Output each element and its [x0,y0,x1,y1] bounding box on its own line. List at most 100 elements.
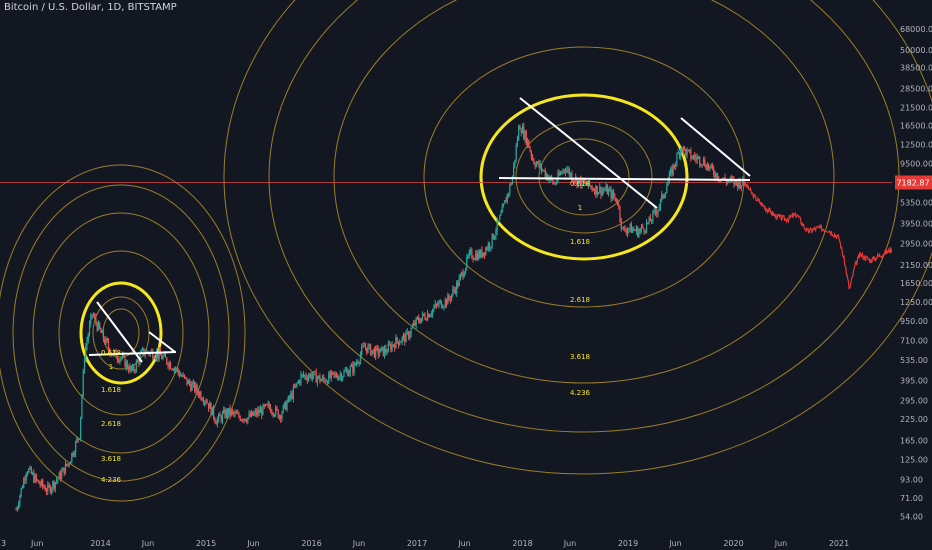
price-candle-body [358,362,360,364]
price-candle-body [738,179,740,188]
price-candle-body [243,418,245,421]
price-candle-body [188,380,191,384]
price-candle-body [223,409,225,414]
price-candle-body [167,363,169,367]
price-candle-body [96,322,98,331]
price-candle-body [567,168,569,171]
price-candle-body [692,155,695,159]
y-tick-label: 38500.00 [900,64,932,73]
y-tick-label: 125.00 [900,455,928,464]
price-candle-body [248,413,250,418]
price-candle-body [624,228,626,232]
x-tick-label: Jun [563,539,577,548]
price-candle-body [361,347,363,355]
price-candle-body [86,340,88,347]
price-candle-body [702,159,705,165]
price-candle-body [112,350,115,355]
price-candle-body [694,155,696,158]
fib-circle-2018 [268,0,900,433]
price-candle-body [204,401,206,403]
price-candle-body [20,487,22,496]
price-candle-body [28,468,30,473]
price-candle-body [277,409,279,418]
price-candle-body [372,349,374,351]
price-candle-body [320,379,322,382]
price-candle-body [199,392,201,396]
price-candle-body [504,200,506,204]
price-candle-body [620,219,622,229]
price-candle-body [425,319,427,321]
price-candle-body [391,344,393,351]
price-candle-body [362,345,364,348]
price-candle-body [43,486,45,488]
price-candle-body [231,410,234,413]
price-candle-body [373,349,375,358]
price-candle-body [72,453,74,456]
price-candle-body [254,410,256,414]
price-candle-body [281,412,283,420]
price-candle-body [273,414,275,416]
fib-circle-2014 [79,281,163,385]
price-candle-body [225,409,227,418]
price-candle-body [247,417,249,423]
price-candle-body [435,303,438,305]
price-candle-body [419,321,421,323]
price-candle-body [292,386,294,399]
price-candle-body [158,350,160,359]
trendlines [88,97,751,363]
price-candle-body [633,229,635,231]
price-candle-body [175,368,177,370]
y-tick-label: 3950.00 [900,219,932,228]
trendline [96,301,143,363]
price-candle-body [607,189,610,195]
x-tick-label: 2017 [407,539,427,548]
price-candle-body [80,416,82,440]
price-candle-body [77,438,79,440]
price-candle-body [202,400,205,403]
price-candle-body [353,363,355,373]
price-candle-body [252,411,254,416]
trendline [498,177,751,181]
price-candle-body [245,420,248,423]
price-candle-body [553,183,555,185]
price-candle-body [583,181,586,183]
y-tick-label: 1250.00 [900,298,932,307]
price-candle-body [163,353,165,357]
price-candle-body [123,355,125,357]
price-candle-body [33,472,35,483]
price-candle-body [469,250,472,252]
fib-circle-2018 [223,0,932,475]
price-candle-body [501,206,503,213]
price-candle-body [381,346,383,348]
price-candle-body [726,180,729,183]
fib-level-label: 4.236 [570,389,591,397]
price-candle-body [90,315,92,324]
price-candle-body [24,479,26,481]
price-candle-body [253,413,255,416]
price-candle-body [190,383,192,391]
y-axis[interactable]: 68000.00 50000.00 38500.00 28500.00 21500.00… [895,25,932,522]
price-candle-body [235,412,237,414]
price-candle-body [371,350,373,355]
price-candle-body [426,313,429,321]
price-candle-body [187,380,189,385]
price-candle-body [477,251,479,261]
price-candle-body [613,191,615,197]
x-tick-label: 2019 [618,539,638,548]
price-candle-body [629,223,631,229]
price-candle-body [544,170,546,178]
price-candle-body [399,342,401,345]
price-candle-body [502,203,505,207]
price-candle-body [701,164,703,166]
x-axis[interactable]: 13 Jun 2014 Jun 2015 Jun 2016 Jun 2017 Jun 2018 Jun… [0,539,849,548]
price-candle-body [605,185,607,191]
price-candle-body [609,189,611,191]
price-candle-body [294,386,296,388]
price-candle-body [545,174,548,178]
price-candle-body [164,353,167,358]
price-candle-body [319,375,321,382]
fib-circle-2018 [538,138,630,216]
price-candle-body [495,231,497,237]
price-candle-body [305,375,307,379]
